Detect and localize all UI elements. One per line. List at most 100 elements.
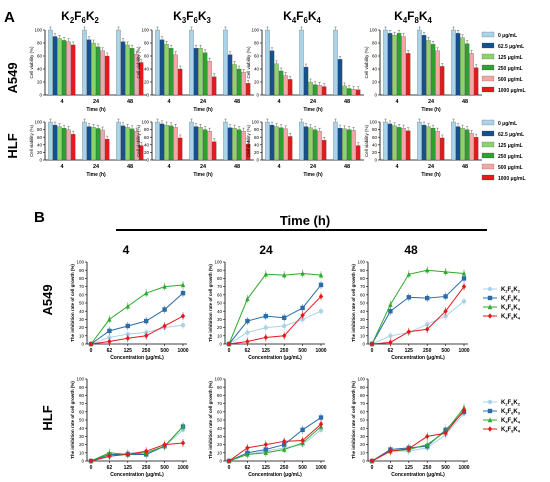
x-tick-label: 48 <box>127 99 133 105</box>
y-tick-label: 100 <box>34 28 42 33</box>
y-axis-label: Cell viability (%) <box>29 46 34 79</box>
bar <box>387 123 393 161</box>
y-tick-label: 20 <box>372 150 378 155</box>
bar <box>202 129 208 161</box>
bar <box>342 85 347 96</box>
bar <box>95 46 101 96</box>
legend-swatch <box>481 31 495 38</box>
y-tick-label: 100 <box>214 260 222 265</box>
x-tick-label: 24 <box>428 99 435 105</box>
bar <box>417 29 422 96</box>
bar <box>66 41 71 96</box>
marker-diamond <box>180 313 186 319</box>
legend-swatch <box>481 75 495 82</box>
bar <box>473 67 479 96</box>
bar <box>193 48 199 96</box>
bar <box>426 126 431 161</box>
compound-title-1: K3F6K3 <box>173 9 211 25</box>
bar <box>168 48 174 96</box>
x-axis-label: Time (h) <box>421 107 441 113</box>
marker-triangle <box>263 271 268 277</box>
y-tick-label: 10 <box>360 450 366 455</box>
y-tick-label: 0 <box>374 158 377 163</box>
legend-label: 500 μg/mL <box>498 165 523 171</box>
marker-diamond <box>88 341 94 347</box>
x-tick-label: 0 <box>228 465 231 471</box>
y-tick-label: 40 <box>79 309 85 314</box>
series-line <box>90 315 184 345</box>
x-tick-label: 24 <box>428 164 435 170</box>
x-tick-label: 4 <box>277 164 281 170</box>
bar <box>193 126 199 161</box>
bar <box>269 124 275 161</box>
y-axis-label: Cell viability (%) <box>246 46 251 79</box>
y-tick-label: 60 <box>217 292 223 297</box>
legend-swatch <box>481 53 495 60</box>
y-tick-label: 100 <box>251 28 259 33</box>
bar <box>57 38 62 96</box>
x-tick-label: 125 <box>405 465 414 471</box>
bar <box>392 35 397 96</box>
bar <box>312 84 318 96</box>
bar <box>91 127 96 161</box>
marker-diamond <box>226 341 232 347</box>
bar <box>198 127 203 161</box>
y-tick-label: 60 <box>37 54 43 59</box>
marker-circle <box>245 330 250 335</box>
bar-legend-1: 0 μg/mL 62.5 μg/mL 125 μg/mL 250 μg/mL 500 μ… <box>481 119 526 182</box>
y-tick-label: 90 <box>79 385 85 390</box>
y-tick-label: 0 <box>81 459 84 464</box>
y-tick-label: 90 <box>79 268 85 273</box>
marker-square <box>388 309 393 314</box>
x-tick-label: 500 <box>298 465 307 471</box>
bar <box>308 127 313 161</box>
y-tick-label: 10 <box>79 450 85 455</box>
y-tick-label: 40 <box>254 142 260 147</box>
y-tick-label: 30 <box>217 434 223 439</box>
y-tick-label: 20 <box>217 442 223 447</box>
y-tick-label: 20 <box>144 80 150 85</box>
bar <box>125 127 130 161</box>
bar <box>346 88 352 96</box>
x-tick-label: 250 <box>423 348 432 354</box>
bar <box>342 128 347 161</box>
marker-diamond <box>406 329 411 335</box>
compound-title-0: K2F6K2 <box>61 9 99 25</box>
marker-circle <box>282 323 287 329</box>
x-tick-label: 4 <box>167 99 171 105</box>
marker-square <box>263 313 268 319</box>
marker-diamond <box>107 453 112 459</box>
x-tick-label: 24 <box>200 164 207 170</box>
y-tick-label: 50 <box>360 301 366 306</box>
bar <box>61 127 67 161</box>
bar <box>52 36 58 96</box>
marker-triangle <box>487 417 493 423</box>
marker-diamond <box>226 458 232 464</box>
x-tick-label: 24 <box>310 99 317 105</box>
y-tick-label: 70 <box>79 401 85 406</box>
row-label-hlf-top: HLF <box>5 133 20 158</box>
marker-circle <box>107 335 112 340</box>
x-tick-label: 24 <box>93 99 100 105</box>
bar <box>202 52 208 96</box>
marker-triangle <box>107 316 112 322</box>
x-tick-label: 1000 <box>458 465 469 471</box>
y-tick-label: 100 <box>214 377 222 382</box>
legend-label: K3F6K3 <box>501 296 521 303</box>
legend-swatch <box>481 141 495 148</box>
x-tick-label: 1000 <box>458 348 469 354</box>
marker-diamond <box>300 312 305 318</box>
y-tick-label: 30 <box>217 317 223 322</box>
y-tick-label: 50 <box>360 418 366 423</box>
bar <box>451 121 456 161</box>
marker-circle <box>125 331 130 337</box>
bar <box>129 48 135 96</box>
y-tick-label: 20 <box>372 80 378 85</box>
bar <box>387 33 393 96</box>
bar <box>337 127 343 161</box>
x-tick-label: 62 <box>388 465 394 471</box>
panel-a-label: A <box>4 9 15 26</box>
y-tick-label: 30 <box>360 434 366 439</box>
